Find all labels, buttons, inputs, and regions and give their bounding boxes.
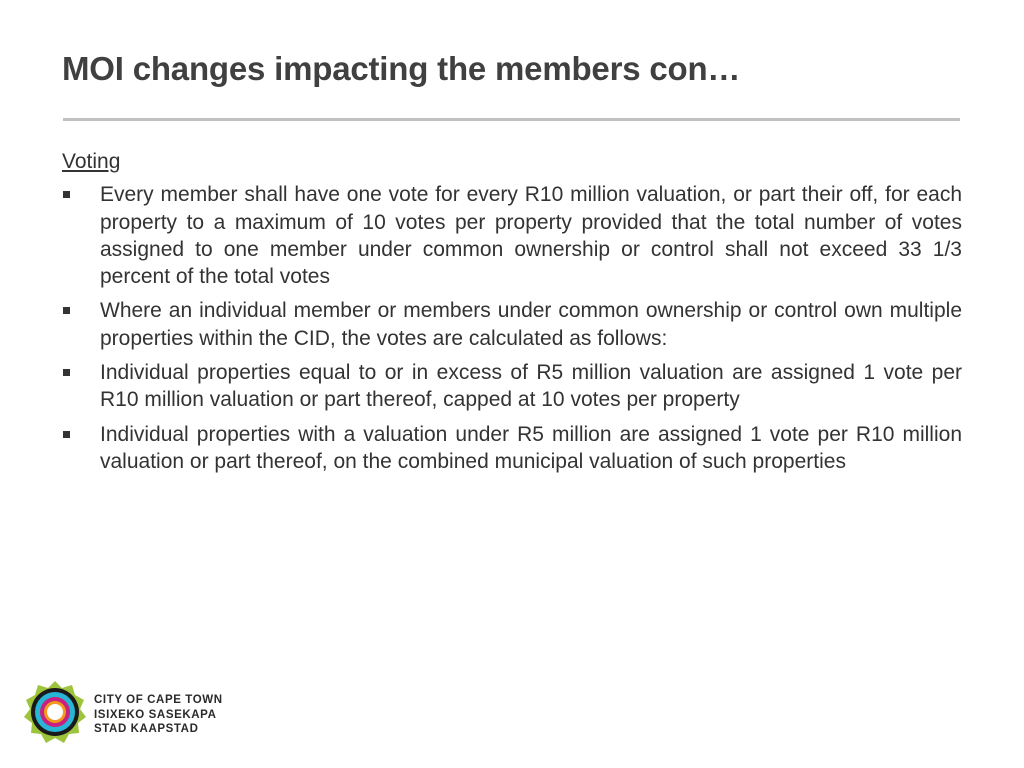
logo-text: CITY OF CAPE TOWN ISIXEKO SASEKAPA STAD … <box>94 693 223 737</box>
title-divider <box>63 118 960 121</box>
bullet-text: Every member shall have one vote for eve… <box>100 183 962 289</box>
square-bullet-icon <box>63 307 70 315</box>
logo-line: CITY OF CAPE TOWN <box>94 694 223 706</box>
slide-title: MOI changes impacting the members con… <box>62 50 741 87</box>
bullet-text: Individual properties with a valuation u… <box>100 422 962 473</box>
section-heading: Voting <box>62 150 121 173</box>
slide-body: Voting Every member shall have one vote … <box>62 148 962 482</box>
bullet-item: Individual properties equal to or in exc… <box>62 359 962 414</box>
city-of-cape-town-logo: CITY OF CAPE TOWN ISIXEKO SASEKAPA STAD … <box>22 680 222 746</box>
logo-line: STAD KAAPSTAD <box>94 723 199 735</box>
bullet-text: Individual properties equal to or in exc… <box>100 361 962 412</box>
bullet-list: Every member shall have one vote for eve… <box>62 181 962 475</box>
bullet-item: Individual properties with a valuation u… <box>62 421 962 476</box>
bullet-text: Where an individual member or members un… <box>100 299 962 350</box>
square-bullet-icon <box>63 191 70 199</box>
city-emblem-icon <box>24 681 86 743</box>
bullet-item: Where an individual member or members un… <box>62 297 962 352</box>
bullet-item: Every member shall have one vote for eve… <box>62 181 962 290</box>
square-bullet-icon <box>63 430 70 438</box>
square-bullet-icon <box>63 369 70 377</box>
logo-line: ISIXEKO SASEKAPA <box>94 708 217 721</box>
